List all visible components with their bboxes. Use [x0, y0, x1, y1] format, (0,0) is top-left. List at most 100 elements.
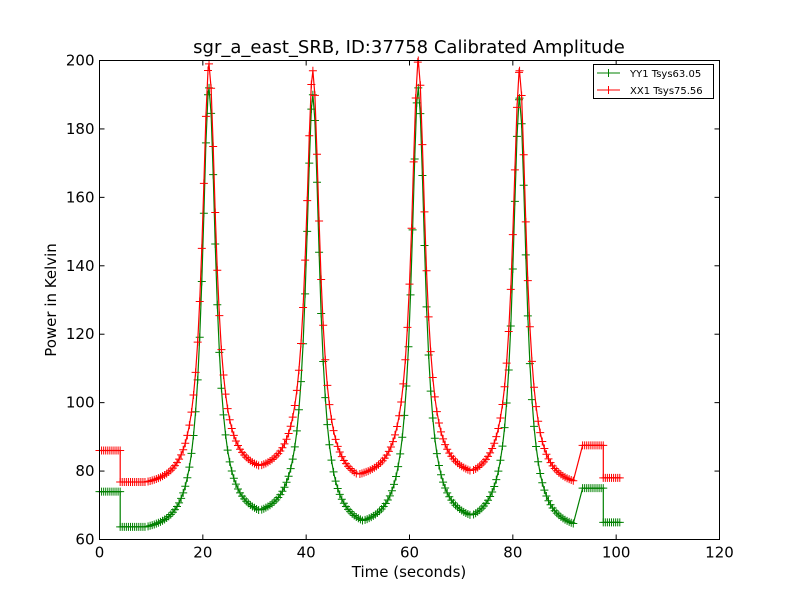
data-point: [554, 468, 563, 477]
data-point: [563, 474, 572, 483]
data-point: [428, 373, 437, 382]
data-point: [437, 470, 446, 479]
data-point: [473, 507, 482, 516]
data-point: [236, 488, 245, 497]
data-point: [599, 441, 608, 450]
series-yy1: [95, 83, 624, 531]
data-point: [252, 504, 261, 513]
data-point: [268, 455, 277, 464]
data-point: [339, 499, 348, 508]
data-point: [308, 90, 317, 99]
data-point: [307, 80, 316, 89]
data-point: [515, 68, 524, 77]
data-point: [393, 422, 402, 431]
data-point: [534, 417, 543, 426]
data-point: [308, 66, 317, 75]
data-point: [181, 482, 190, 491]
data-point: [250, 503, 259, 512]
data-point: [500, 382, 509, 391]
data-point: [201, 138, 210, 147]
data-point: [250, 459, 259, 468]
data-point: [160, 470, 169, 479]
data-point: [303, 196, 312, 205]
data-point: [327, 456, 336, 465]
data-point: [270, 497, 279, 506]
data-point: [411, 94, 420, 103]
data-point: [248, 502, 257, 511]
data-point: [158, 472, 167, 481]
data-point: [290, 401, 299, 410]
data-point: [500, 423, 509, 432]
data-point: [195, 333, 204, 342]
data-point: [199, 209, 208, 218]
data-point: [148, 521, 157, 530]
data-point: [227, 467, 236, 476]
data-point: [413, 58, 422, 67]
data-point: [219, 410, 228, 419]
data-point: [366, 466, 375, 475]
data-point: [173, 458, 181, 467]
data-point: [542, 491, 551, 500]
data-point: [392, 472, 401, 481]
data-point: [270, 453, 279, 462]
data-point: [280, 483, 289, 492]
data-point: [401, 355, 410, 364]
data-point: [261, 459, 270, 468]
data-point: [422, 266, 431, 275]
data-point: [207, 84, 216, 93]
data-point: [383, 496, 392, 505]
data-point: [246, 500, 255, 509]
data-point: [542, 450, 551, 459]
data-point: [191, 368, 200, 377]
data-point: [325, 440, 334, 449]
data-point: [284, 472, 293, 481]
data-point: [430, 434, 439, 443]
data-point: [563, 516, 572, 525]
data-point: [363, 515, 372, 524]
data-point: [488, 488, 497, 497]
data-point: [193, 338, 202, 347]
legend-label-xx1: XX1 Tsys75.56: [630, 86, 703, 97]
data-point: [453, 459, 462, 468]
data-point: [364, 467, 373, 476]
data-point: [475, 461, 484, 470]
data-point: [297, 339, 305, 348]
data-point: [484, 452, 493, 461]
data-point: [532, 402, 541, 411]
series-line: [99, 60, 620, 483]
plot-area: [95, 56, 624, 531]
data-point: [521, 217, 530, 226]
data-point: [386, 443, 395, 452]
data-point: [310, 116, 319, 125]
data-point: [294, 366, 303, 375]
data-point: [486, 492, 495, 501]
data-point: [259, 504, 268, 513]
data-point: [387, 486, 396, 495]
data-point: [388, 437, 397, 446]
data-point: [512, 103, 521, 112]
data-point: [355, 469, 364, 478]
data-point: [195, 297, 204, 306]
data-point: [278, 487, 287, 496]
data-point: [329, 467, 338, 476]
data-point: [405, 280, 414, 289]
data-point: [556, 512, 565, 521]
data-point: [164, 468, 173, 477]
data-point: [116, 487, 125, 496]
data-point: [292, 386, 301, 395]
y-tick-label: 120: [66, 325, 95, 343]
data-point: [443, 488, 452, 497]
data-point: [426, 387, 435, 396]
data-point: [453, 503, 462, 512]
data-point: [213, 300, 222, 309]
data-point: [146, 476, 155, 485]
data-point: [146, 521, 155, 530]
data-point: [325, 400, 334, 409]
series-xx1: [95, 56, 624, 487]
data-point: [204, 90, 212, 99]
data-point: [175, 498, 184, 507]
data-point: [313, 178, 322, 187]
data-point: [510, 197, 519, 206]
x-tick-label: 60: [400, 544, 419, 562]
